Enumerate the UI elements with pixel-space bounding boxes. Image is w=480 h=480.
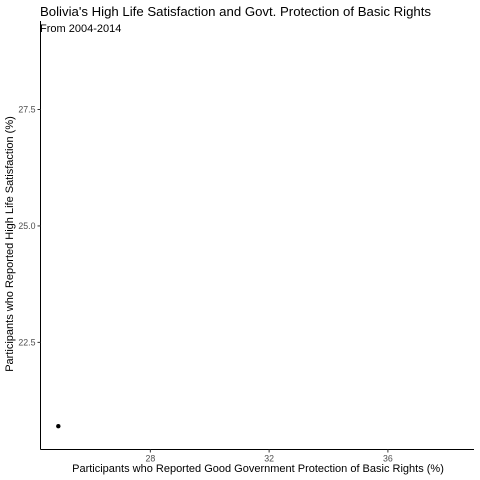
y-tick-label: 25.0 [18,221,35,231]
y-tick-label: 27.5 [18,104,35,114]
x-tick-label: 32 [264,454,274,464]
x-tick-label: 28 [145,454,155,464]
x-axis-label: Participants who Reported Good Governmen… [72,463,444,475]
x-tick-label: 36 [383,454,393,464]
y-axis-label: Participants who Reported High Life Sati… [4,116,16,372]
data-points [56,424,60,428]
x-axis-ticks: 28 32 36 [145,450,392,464]
y-tick-label: 22.5 [18,337,35,347]
y-axis-ticks: 22.5 25.0 27.5 [18,104,40,347]
plot-panel: 22.5 25.0 27.5 28 32 36 [18,21,474,464]
chart-title: Bolivia's High Life Satisfaction and Gov… [40,4,431,19]
chart-subtitle: From 2004-2014 [40,23,121,35]
scatter-point [56,424,60,428]
